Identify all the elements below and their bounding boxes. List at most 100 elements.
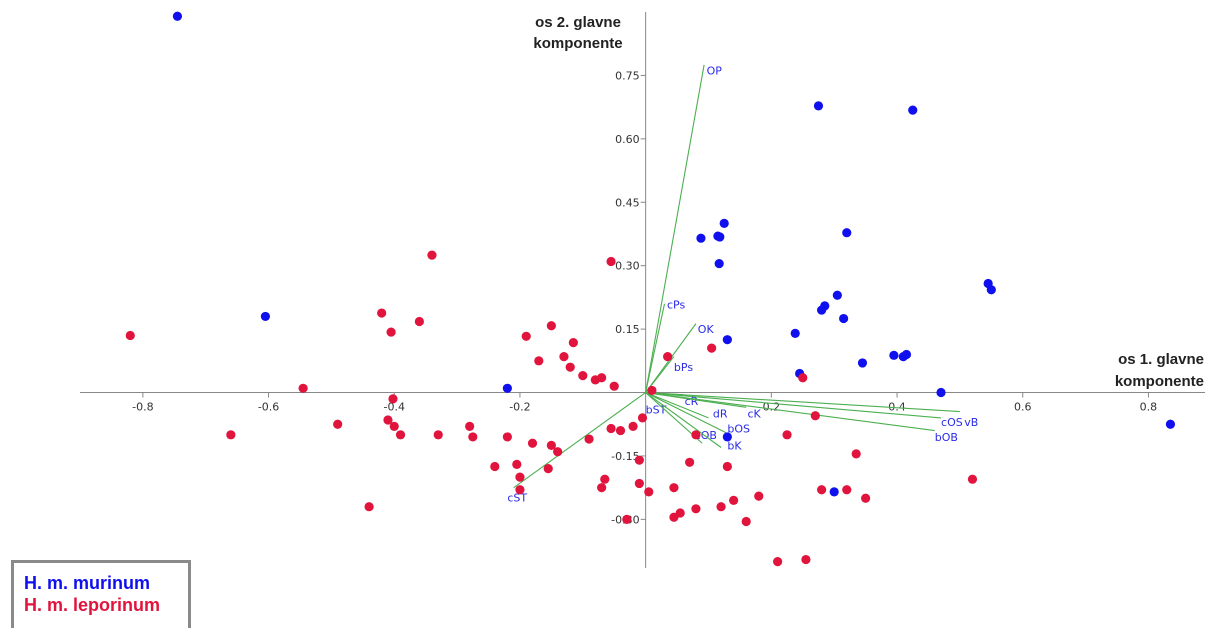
point-leporinum bbox=[669, 483, 679, 493]
point-leporinum bbox=[546, 440, 556, 450]
x-tick-label: -0.6 bbox=[258, 401, 279, 414]
y-axis-title-line1: os 2. glavne bbox=[535, 14, 621, 31]
point-murinum bbox=[502, 383, 512, 393]
point-murinum bbox=[901, 349, 912, 360]
point-leporinum bbox=[722, 461, 732, 472]
y-tick-label: 0.60 bbox=[615, 133, 640, 146]
point-murinum bbox=[908, 105, 918, 115]
loading-vector-vB bbox=[645, 391, 960, 413]
point-leporinum bbox=[377, 308, 387, 318]
point-murinum bbox=[696, 233, 706, 243]
x-tick-label: -0.8 bbox=[132, 401, 153, 414]
x-axis-title-line1: os 1. glavne bbox=[1118, 351, 1204, 368]
data-points bbox=[125, 11, 1176, 567]
point-leporinum bbox=[622, 514, 632, 524]
point-murinum bbox=[839, 313, 849, 324]
point-leporinum bbox=[543, 464, 553, 474]
point-leporinum bbox=[606, 256, 616, 267]
point-leporinum bbox=[502, 432, 512, 442]
point-leporinum bbox=[628, 421, 638, 431]
point-murinum bbox=[1165, 419, 1176, 429]
point-murinum bbox=[260, 311, 271, 322]
vector-label-dR: dR bbox=[713, 408, 728, 421]
point-leporinum bbox=[389, 421, 399, 431]
vector-label-cOS: cOS bbox=[941, 416, 963, 429]
point-murinum bbox=[719, 218, 729, 229]
point-leporinum bbox=[465, 421, 475, 431]
point-leporinum bbox=[383, 415, 393, 425]
y-tick-label: 0.30 bbox=[615, 260, 640, 273]
y-axis-title-line2: komponente bbox=[533, 35, 622, 52]
point-leporinum bbox=[675, 508, 685, 518]
point-leporinum bbox=[741, 516, 751, 527]
point-leporinum bbox=[606, 423, 616, 434]
point-murinum bbox=[936, 387, 946, 398]
point-leporinum bbox=[546, 321, 556, 331]
point-leporinum bbox=[395, 430, 406, 440]
vector-label-bOB: bOB bbox=[935, 431, 958, 444]
loading-vector-dR bbox=[645, 392, 709, 419]
vector-label-bK: bK bbox=[727, 439, 742, 452]
point-leporinum bbox=[565, 362, 575, 372]
vector-label-cST: cST bbox=[507, 491, 527, 504]
legend-item-leporinum: H. m. leporinum bbox=[24, 595, 161, 615]
loading-vector-bK bbox=[645, 392, 722, 448]
vector-label-vB: vB bbox=[964, 416, 978, 429]
point-leporinum bbox=[729, 495, 739, 505]
x-tick-label: -0.4 bbox=[384, 401, 405, 414]
vector-label-bOS: bOS bbox=[727, 422, 750, 435]
point-murinum bbox=[714, 258, 724, 269]
point-leporinum bbox=[967, 474, 978, 484]
point-leporinum bbox=[634, 455, 644, 465]
point-leporinum bbox=[851, 449, 861, 459]
x-axis-title-line2: komponente bbox=[1115, 373, 1204, 390]
point-murinum bbox=[832, 290, 842, 300]
point-leporinum bbox=[578, 371, 588, 381]
point-leporinum bbox=[685, 457, 695, 467]
loading-vector-bOB bbox=[645, 391, 935, 432]
point-murinum bbox=[842, 228, 852, 238]
point-leporinum bbox=[861, 493, 871, 503]
point-leporinum bbox=[609, 381, 619, 391]
x-tick-label: 0.4 bbox=[888, 401, 906, 414]
point-leporinum bbox=[810, 411, 820, 421]
point-murinum bbox=[813, 101, 824, 111]
point-murinum bbox=[790, 328, 800, 338]
point-leporinum bbox=[634, 478, 644, 489]
point-leporinum bbox=[773, 557, 783, 567]
point-leporinum bbox=[817, 485, 827, 495]
point-leporinum bbox=[597, 373, 607, 383]
point-leporinum bbox=[615, 425, 626, 436]
vector-label-bPs: bPs bbox=[674, 361, 693, 374]
point-leporinum bbox=[691, 430, 701, 440]
point-leporinum bbox=[226, 430, 236, 440]
loading-vector-OP bbox=[645, 64, 705, 393]
point-leporinum bbox=[637, 413, 648, 423]
x-tick-label: -0.2 bbox=[509, 401, 530, 414]
point-leporinum bbox=[647, 385, 657, 396]
y-tick-label: 0.15 bbox=[615, 323, 640, 336]
point-leporinum bbox=[388, 394, 398, 404]
legend: H. m. murinum H. m. leporinum bbox=[11, 560, 191, 628]
y-tick-label: 0.45 bbox=[615, 196, 640, 209]
point-leporinum bbox=[414, 316, 424, 327]
point-leporinum bbox=[801, 554, 811, 565]
point-leporinum bbox=[512, 459, 522, 470]
loading-vector-cST bbox=[513, 392, 646, 489]
point-murinum bbox=[722, 335, 732, 345]
x-tick-label: 0.8 bbox=[1140, 401, 1158, 414]
point-murinum bbox=[722, 432, 732, 442]
point-murinum bbox=[986, 285, 996, 295]
point-leporinum bbox=[386, 327, 396, 337]
point-leporinum bbox=[427, 250, 437, 260]
point-leporinum bbox=[515, 472, 525, 482]
y-tick-label: 0.75 bbox=[615, 69, 640, 82]
point-murinum bbox=[172, 11, 183, 21]
loading-vector-cOS bbox=[645, 391, 942, 419]
point-leporinum bbox=[364, 502, 374, 512]
legend-item-murinum: H. m. murinum bbox=[24, 573, 151, 593]
vector-label-OP: OP bbox=[707, 64, 723, 77]
point-leporinum bbox=[433, 430, 443, 440]
